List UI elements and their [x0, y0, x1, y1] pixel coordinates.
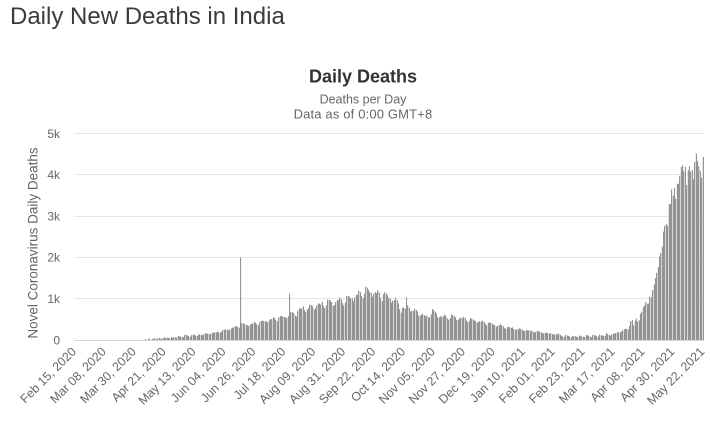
svg-text:2k: 2k	[47, 251, 61, 265]
svg-text:Deaths per Day: Deaths per Day	[320, 93, 408, 107]
svg-text:3k: 3k	[47, 210, 61, 224]
svg-text:0: 0	[53, 333, 60, 347]
svg-text:Data as of 0:00 GMT+8: Data as of 0:00 GMT+8	[294, 107, 433, 122]
svg-text:Daily New Deaths in India: Daily New Deaths in India	[10, 3, 285, 30]
svg-text:1k: 1k	[47, 292, 61, 306]
svg-text:4k: 4k	[47, 168, 61, 182]
svg-text:5k: 5k	[47, 127, 61, 141]
svg-text:Daily Deaths: Daily Deaths	[309, 67, 417, 87]
svg-text:Novel Coronavirus Daily Deaths: Novel Coronavirus Daily Deaths	[26, 147, 41, 339]
